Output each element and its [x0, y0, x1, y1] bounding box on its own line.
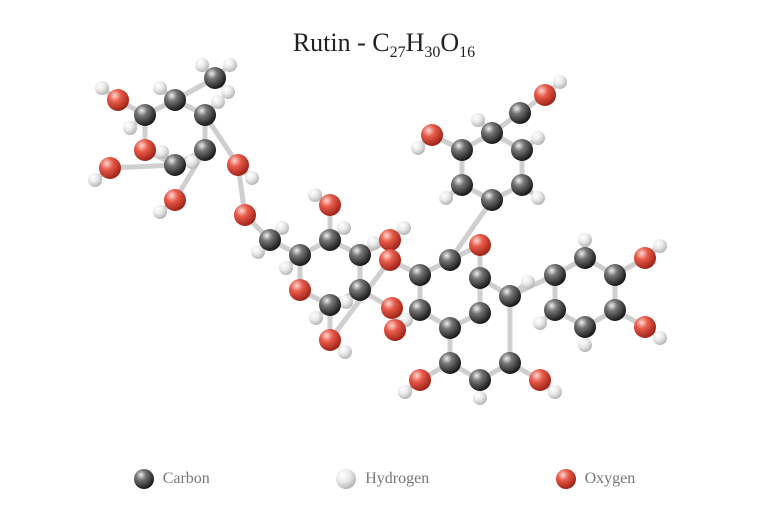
atom-c	[259, 229, 281, 251]
atom-o	[634, 247, 656, 269]
atom-o	[469, 234, 491, 256]
atom-c	[409, 299, 431, 321]
atom-c	[544, 264, 566, 286]
atom-h	[473, 391, 487, 405]
atom-c	[451, 139, 473, 161]
atom-h	[195, 58, 209, 72]
atom-h	[153, 205, 167, 219]
atom-c	[469, 267, 491, 289]
atom-c	[349, 279, 371, 301]
atom-c	[439, 317, 461, 339]
atom-h	[653, 331, 667, 345]
atom-h	[411, 141, 425, 155]
atom-h	[153, 81, 167, 95]
atom-h	[653, 239, 667, 253]
atom-h	[439, 191, 453, 205]
atom-c	[439, 249, 461, 271]
atom-h	[279, 261, 293, 275]
legend-item-carbon: Carbon	[133, 468, 210, 490]
atom-o	[319, 329, 341, 351]
atom-h	[211, 95, 225, 109]
atom-c	[134, 104, 156, 126]
atom-c	[481, 189, 503, 211]
atom-h	[531, 191, 545, 205]
atom-h	[221, 85, 235, 99]
atom-o	[107, 89, 129, 111]
legend-label: Oxygen	[585, 470, 636, 488]
atom-h	[308, 188, 322, 202]
atom-h	[309, 311, 323, 325]
atom-h	[531, 131, 545, 145]
atom-h	[88, 173, 102, 187]
atom-h	[548, 385, 562, 399]
atom-h	[367, 236, 381, 250]
legend-label: Hydrogen	[365, 470, 429, 488]
atom-h	[553, 75, 567, 89]
atom-o	[534, 84, 556, 106]
atom-c	[511, 174, 533, 196]
atom-c	[511, 139, 533, 161]
atom-c	[164, 89, 186, 111]
atom-o	[99, 157, 121, 179]
atom-o	[289, 279, 311, 301]
atom-h	[155, 145, 169, 159]
atom-o	[381, 297, 403, 319]
atom-c	[451, 174, 473, 196]
atom-c	[194, 139, 216, 161]
atom-h	[245, 171, 259, 185]
atom-h	[337, 221, 351, 235]
atom-o	[227, 154, 249, 176]
legend-item-hydrogen: Hydrogen	[335, 468, 429, 490]
legend-item-oxygen: Oxygen	[555, 468, 636, 490]
atom-o	[384, 319, 406, 341]
atom-c	[439, 352, 461, 374]
atom-h	[578, 338, 592, 352]
atom-c	[544, 299, 566, 321]
atom-o	[421, 124, 443, 146]
atom-o	[379, 229, 401, 251]
atom-h	[471, 113, 485, 127]
atom-o	[634, 316, 656, 338]
atom-c	[499, 285, 521, 307]
atom-h	[223, 58, 237, 72]
atom-c	[604, 299, 626, 321]
atom-h	[339, 295, 353, 309]
atom-h	[533, 316, 547, 330]
atom-c	[481, 122, 503, 144]
atom-o	[134, 139, 156, 161]
atom-c	[574, 247, 596, 269]
atom-o	[234, 204, 256, 226]
atom-h	[123, 121, 137, 135]
atom-c	[499, 352, 521, 374]
atom-h	[397, 221, 411, 235]
atom-c	[204, 67, 226, 89]
atom-c	[289, 244, 311, 266]
atom-o	[529, 369, 551, 391]
atom-h	[521, 275, 535, 289]
atom-c	[194, 104, 216, 126]
atom-h	[338, 345, 352, 359]
atom-c	[409, 264, 431, 286]
atom-o	[164, 189, 186, 211]
atom-c	[469, 302, 491, 324]
atom-o	[409, 369, 431, 391]
legend: Carbon Hydrogen Oxygen	[0, 468, 768, 490]
atom-c	[509, 102, 531, 124]
atom-h	[578, 233, 592, 247]
atom-c	[349, 244, 371, 266]
atom-o	[319, 194, 341, 216]
atom-c	[319, 294, 341, 316]
atom-h	[95, 81, 109, 95]
atom-c	[319, 229, 341, 251]
atom-c	[604, 264, 626, 286]
legend-label: Carbon	[163, 470, 210, 488]
atom-c	[469, 369, 491, 391]
atom-o	[379, 249, 401, 271]
molecule-diagram	[0, 0, 768, 512]
atom-c	[574, 316, 596, 338]
atom-c	[164, 154, 186, 176]
atom-h	[398, 385, 412, 399]
